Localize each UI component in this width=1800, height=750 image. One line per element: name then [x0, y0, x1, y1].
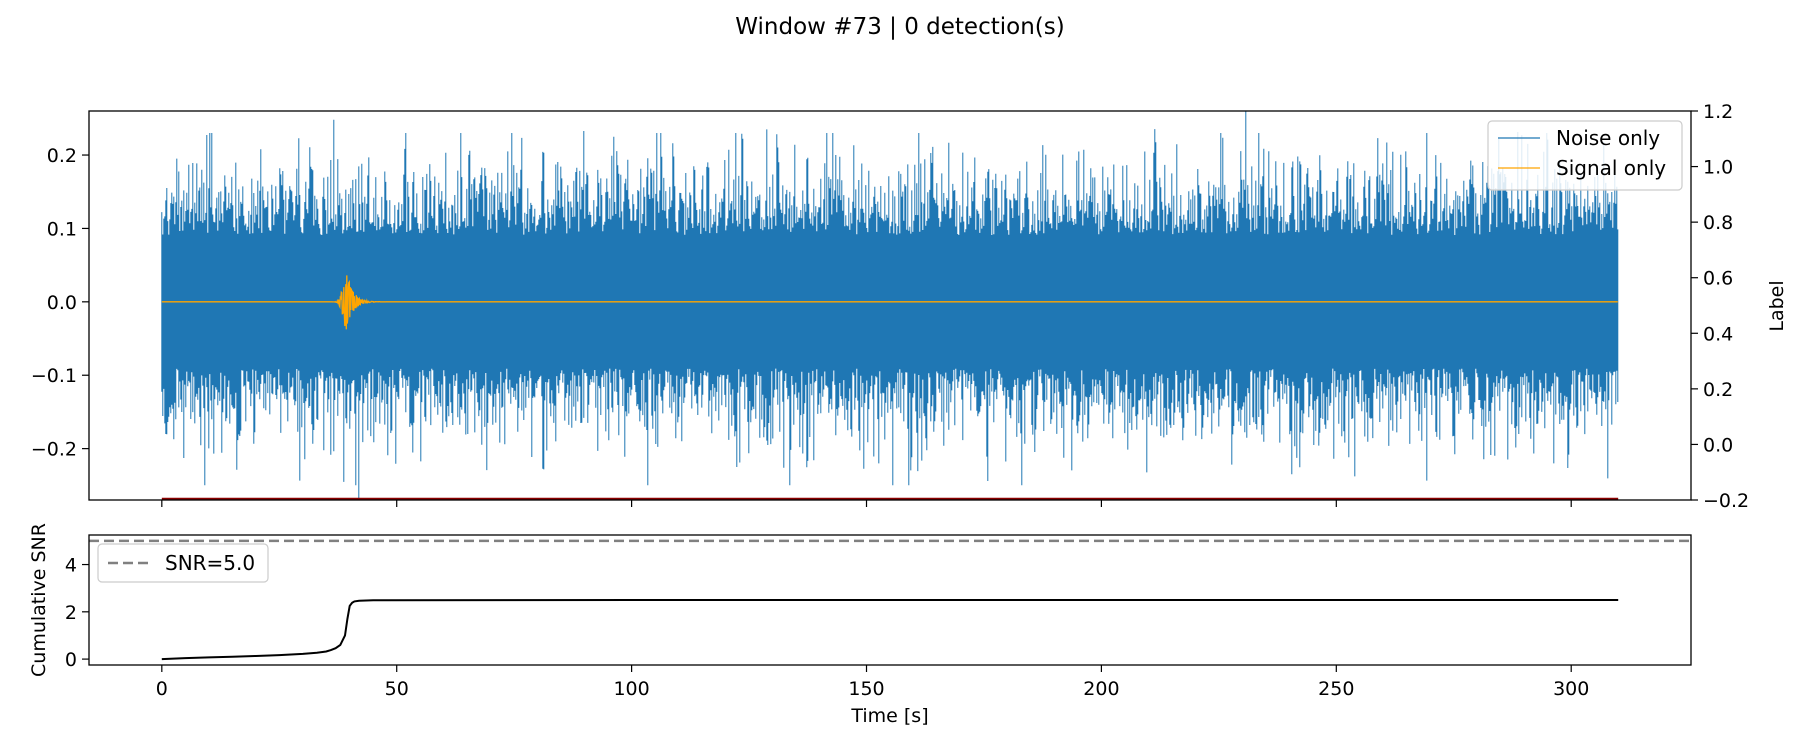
top-plot-area	[161, 111, 1619, 500]
bottom-legend: SNR=5.0	[97, 543, 269, 583]
bottom-axes-frame	[88, 534, 1692, 666]
right-y-axis-label: Label	[1766, 280, 1788, 331]
top-left-y-tick-label: −0.1	[31, 365, 77, 387]
top-panel: −0.2 −0.1 0.0 0.1 0.2 −0.2 0.0 0.2 0.4 0.6 0.8 1.0…	[31, 101, 1788, 512]
bottom-panel: 0 2 4 0 50 100 150 200 250 300 Cumulative SNR Ti…	[28, 523, 1692, 727]
bottom-x-tick-label: 100	[613, 678, 649, 700]
legend-noise-label: Noise only	[1556, 126, 1660, 150]
bottom-y-tick-label: 4	[65, 555, 77, 577]
top-left-y-tick-label: −0.2	[31, 439, 77, 461]
top-right-y-tick-label: −0.2	[1703, 490, 1749, 512]
legend-threshold-label: SNR=5.0	[165, 551, 255, 575]
legend-signal-label: Signal only	[1556, 156, 1666, 180]
bottom-plot-area	[89, 539, 1691, 661]
top-right-y-tick-label: 0.4	[1703, 323, 1733, 345]
bottom-x-ticks: 0 50 100 150 200 250 300	[156, 665, 1589, 700]
left-y-axis-label: Cumulative SNR	[28, 523, 50, 677]
bottom-legend-box	[97, 543, 269, 583]
top-right-y-tick-label: 0.0	[1703, 434, 1733, 456]
top-right-y-tick-label: 0.6	[1703, 268, 1733, 290]
x-axis-label: Time [s]	[850, 705, 928, 727]
bottom-x-tick-label: 300	[1553, 678, 1589, 700]
top-x-ticks	[161, 500, 1572, 507]
top-right-y-tick-label: 1.0	[1703, 157, 1733, 179]
top-right-y-ticks: −0.2 0.0 0.2 0.4 0.6 0.8 1.0 1.2	[1691, 101, 1749, 512]
top-right-y-tick-label: 0.8	[1703, 212, 1733, 234]
top-left-y-ticks: −0.2 −0.1 0.0 0.1 0.2	[31, 145, 89, 461]
noise-series-line	[161, 111, 1619, 500]
bottom-y-tick-label: 2	[65, 602, 77, 624]
bottom-x-tick-label: 150	[848, 678, 884, 700]
top-right-y-tick-label: 0.2	[1703, 379, 1733, 401]
top-left-y-tick-label: 0.2	[47, 145, 77, 167]
figure-title: Window #73 | 0 detection(s)	[735, 14, 1064, 40]
top-left-y-tick-label: 0.1	[47, 218, 77, 240]
signal-series-line	[161, 275, 1618, 330]
top-left-y-tick-label: 0.0	[47, 292, 77, 314]
top-axes-frame	[88, 110, 1692, 501]
bottom-x-tick-label: 0	[156, 678, 168, 700]
bottom-y-ticks: 0 2 4	[65, 555, 89, 671]
bottom-x-tick-label: 200	[1083, 678, 1119, 700]
bottom-x-tick-label: 50	[385, 678, 409, 700]
top-right-y-tick-label: 1.2	[1703, 101, 1733, 123]
bottom-y-tick-label: 0	[65, 649, 77, 671]
cumulative-snr-line	[161, 599, 1619, 661]
bottom-x-tick-label: 250	[1318, 678, 1354, 700]
top-legend: Noise only Signal only	[1487, 120, 1683, 191]
